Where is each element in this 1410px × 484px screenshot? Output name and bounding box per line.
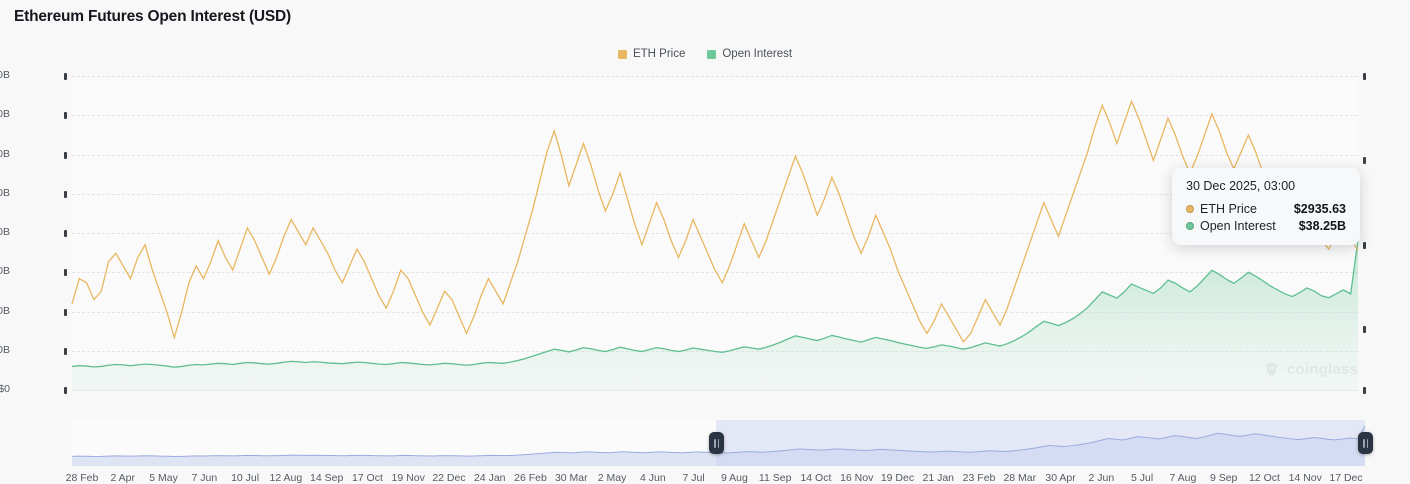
y-axis-tick-left [64,269,67,277]
x-axis-label: 16 Nov [840,472,874,484]
x-axis-label: 28 Feb [65,472,99,484]
open-interest-area [72,239,1358,390]
y-axis-tick-left [64,73,67,80]
x-axis-label: 7 Aug [1169,472,1197,484]
legend-label-open-interest: Open Interest [722,48,793,60]
y-axis-label-left: $80.00B [0,69,10,81]
y-axis-label-left: $70.00B [0,108,10,121]
tooltip-value-open-interest: $38.25B [1298,219,1346,233]
eth-price-line [71,99,1359,344]
x-axis-label: 17 Dec [1329,472,1363,484]
x-axis-baseline [72,390,1358,391]
y-axis-tick-left [64,347,67,355]
tooltip-value-eth-price: $2935.63 [1293,202,1346,216]
y-axis-tick-right [1363,241,1366,249]
gridline [72,76,1358,77]
tooltip-dot-eth-price [1186,205,1194,213]
series-canvas [71,99,1359,390]
x-axis-label: 14 Oct [800,472,832,484]
legend-swatch-eth-price [617,49,627,59]
x-axis-label: 2 May [597,472,627,484]
x-axis-label: 14 Nov [1288,472,1322,484]
y-axis-label-left: $10.00B [0,343,10,356]
x-axis-label: 5 Jul [1131,472,1154,484]
x-axis-label: 9 Sep [1209,472,1238,484]
x-axis-label: 21 Jan [922,472,955,484]
y-axis-tick-left [64,387,67,394]
gridline [72,311,1358,313]
y-axis-label-left: $40.00B [0,226,10,238]
tooltip-dot-open-interest [1186,222,1194,230]
page-title: Ethereum Futures Open Interest (USD) [14,8,292,25]
y-axis-tick-left [64,151,67,159]
x-axis-label: 24 Jan [473,472,506,484]
gridline [72,233,1358,234]
gridline [72,154,1358,156]
x-axis-label: 2 Apr [110,472,136,484]
y-axis-tick-left [64,230,67,237]
y-axis-tick-left [64,112,67,120]
x-axis-label: 7 Jun [191,472,218,484]
chart-legend: ETH Price Open Interest [0,48,1410,60]
gridline [72,272,1358,274]
chart-tooltip: 30 Dec 2025, 03:00 ETH Price $2935.63 Op… [1172,168,1360,245]
y-axis-label-left: $50.00B [0,186,10,199]
x-axis-label: 9 Aug [720,472,748,484]
y-axis-tick-right [1363,157,1366,165]
chart-page: Ethereum Futures Open Interest (USD) ETH… [0,8,1410,484]
navigator-handle-right[interactable] [1358,432,1373,454]
x-axis-label: 5 May [149,472,178,484]
x-axis-label: 26 Feb [514,472,547,484]
chart-plot-area[interactable]: $0 $10.00B $20.00B $30.00B $40.00B $50.00B $60… [0,69,1366,484]
y-axis-label-left: $30.00B [0,265,10,278]
x-axis-label: 17 Oct [351,472,383,484]
y-axis-tick-left [64,190,67,198]
gridline [72,115,1358,117]
legend-item-open-interest[interactable]: Open Interest [707,48,792,60]
tooltip-name-open-interest: Open Interest [1200,219,1276,233]
navigator-handle-left[interactable] [709,432,724,454]
x-axis-label: 30 Mar [554,472,588,484]
x-axis-label: 30 Apr [1045,472,1076,484]
open-interest-line [71,239,1359,368]
x-axis-label: 2 Jun [1088,472,1115,484]
x-axis-label: 14 Sep [310,472,344,484]
y-axis-label-left: $60.00B [0,147,10,160]
tooltip-date: 30 Dec 2025, 03:00 [1186,179,1296,193]
x-axis-label: 28 Mar [1003,472,1037,484]
x-axis-label: 19 Nov [391,472,425,484]
x-axis-label: 19 Dec [880,472,915,484]
y-axis-label-left: $0 [0,383,10,395]
x-axis-label: 7 Jul [682,472,705,484]
x-axis-label: 4 Jun [639,472,666,484]
y-axis-tick-left [64,308,67,316]
gridline [72,193,1358,195]
x-axis-label: 23 Feb [962,472,996,484]
range-navigator[interactable] [71,420,1373,466]
x-axis-label: 22 Dec [432,472,466,484]
y-axis-tick-right [1363,387,1366,394]
x-axis-label: 10 Jul [231,472,260,484]
tooltip-name-eth-price: ETH Price [1200,202,1257,216]
y-axis-tick-right [1363,326,1366,334]
x-axis-label: 12 Oct [1248,472,1280,484]
legend-item-eth-price[interactable]: ETH Price [617,48,686,60]
y-axis-tick-right [1363,73,1366,80]
y-axis-label-left: $20.00B [0,304,10,317]
x-axis-label: 11 Sep [758,472,792,484]
legend-swatch-open-interest [707,49,717,59]
x-axis-label: 12 Aug [269,472,303,484]
tooltip-row-eth-price: ETH Price $2935.63 [1186,202,1346,216]
tooltip-row-open-interest: Open Interest $38.25B [1186,219,1346,233]
legend-label-eth-price: ETH Price [632,48,686,60]
